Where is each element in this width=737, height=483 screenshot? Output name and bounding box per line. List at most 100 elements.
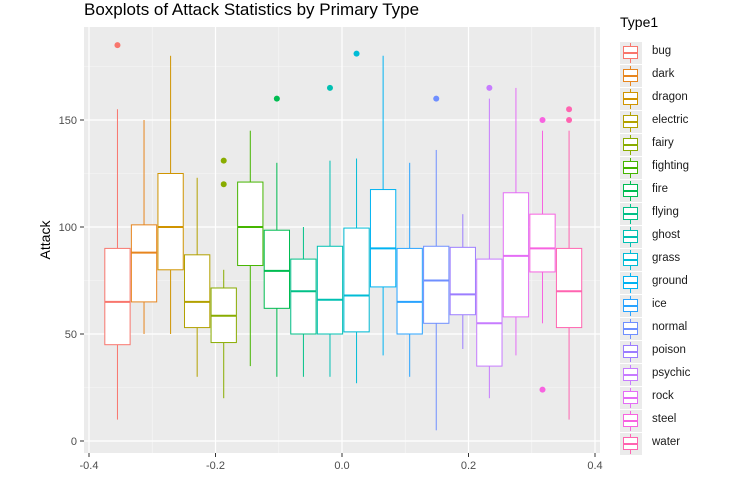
box-ghost	[316, 245, 344, 335]
outlier-point	[433, 95, 440, 102]
legend: bug dark dragon electric fairy fighting fire fl…	[620, 42, 732, 456]
legend-key-electric	[620, 111, 642, 133]
legend-whisker	[630, 66, 631, 69]
outlier-point	[566, 117, 573, 123]
legend-item-fire: fire	[620, 180, 732, 203]
legend-whisker	[630, 266, 631, 270]
legend-item-fighting: fighting	[620, 157, 732, 180]
legend-whisker	[630, 250, 631, 253]
legend-whisker	[630, 335, 631, 339]
legend-key-normal	[620, 318, 642, 340]
legend-whisker	[630, 197, 631, 201]
legend-label: ghost	[652, 229, 681, 241]
outlier-point	[539, 386, 546, 393]
y-tick-label: 0	[71, 436, 77, 448]
legend-whisker	[630, 296, 631, 299]
legend-whisker	[630, 220, 631, 224]
legend-item-ground: ground	[620, 272, 732, 295]
box-bug	[104, 247, 131, 346]
legend-label: dragon	[652, 91, 688, 103]
legend-label: fairy	[652, 137, 674, 149]
legend-whisker	[630, 289, 631, 293]
box-poison	[449, 246, 476, 316]
legend-key-fire	[620, 180, 642, 202]
legend-key-rock	[620, 387, 642, 409]
legend-label: rock	[652, 390, 674, 402]
legend-median	[623, 75, 638, 77]
legend-key-grass	[620, 249, 642, 271]
outlier-point	[539, 117, 546, 123]
legend-key-dark	[620, 65, 642, 87]
legend-item-ice: ice	[620, 295, 732, 318]
legend-key-steel	[620, 410, 642, 432]
legend-whisker	[630, 59, 631, 63]
legend-median	[623, 259, 638, 261]
legend-key-fighting	[620, 157, 642, 179]
legend-whisker	[630, 204, 631, 207]
box-steel	[529, 213, 556, 273]
y-tick-label: 50	[65, 329, 77, 341]
legend-whisker	[630, 243, 631, 247]
legend-key-dragon	[620, 88, 642, 110]
legend-whisker	[630, 365, 631, 368]
legend-whisker	[630, 388, 631, 391]
legend-label: bug	[652, 45, 672, 57]
outlier-point	[273, 95, 280, 102]
y-axis-label: Attack	[37, 220, 53, 260]
legend-whisker	[630, 273, 631, 276]
outlier-point	[326, 84, 333, 91]
legend-item-poison: poison	[620, 341, 732, 364]
legend-item-ghost: ghost	[620, 226, 732, 249]
box-normal	[423, 245, 450, 324]
box-water	[555, 247, 583, 329]
legend-whisker	[630, 135, 631, 138]
legend-whisker	[630, 112, 631, 115]
legend-median	[623, 190, 638, 192]
legend-median	[623, 282, 638, 284]
legend-item-electric: electric	[620, 111, 732, 134]
legend-whisker	[630, 105, 631, 109]
box-fighting	[237, 181, 264, 267]
legend-whisker	[630, 181, 631, 184]
legend-item-normal: normal	[620, 318, 732, 341]
legend-label: water	[652, 436, 681, 448]
legend-median	[623, 443, 638, 445]
outlier-point	[114, 42, 121, 49]
legend-whisker	[630, 43, 631, 46]
legend-whisker	[630, 151, 631, 155]
legend-key-flying	[620, 203, 642, 225]
legend-key-ghost	[620, 226, 642, 248]
legend-whisker	[630, 312, 631, 316]
legend-item-bug: bug	[620, 42, 732, 65]
x-tick-label: -0.2	[206, 460, 225, 472]
box-electric	[184, 254, 211, 329]
legend-median	[623, 374, 638, 376]
legend-label: psychic	[652, 367, 691, 379]
legend-whisker	[630, 434, 631, 437]
legend-whisker	[630, 319, 631, 322]
legend-label: electric	[652, 114, 689, 126]
legend-item-dragon: dragon	[620, 88, 732, 111]
legend-median	[623, 144, 638, 146]
legend-key-water	[620, 433, 642, 455]
legend-item-grass: grass	[620, 249, 732, 272]
legend-whisker	[630, 82, 631, 86]
legend-key-bug	[620, 42, 642, 64]
legend-median	[623, 213, 638, 215]
box-rock	[502, 192, 530, 318]
outlier-point	[486, 84, 493, 91]
legend-label: normal	[652, 321, 688, 333]
x-tick-label: -0.4	[80, 460, 99, 472]
legend-whisker	[630, 381, 631, 385]
box-ice	[396, 247, 423, 335]
legend-item-dark: dark	[620, 65, 732, 88]
legend-item-psychic: psychic	[620, 364, 732, 387]
legend-label: fire	[652, 183, 668, 195]
x-tick-label: 0.4	[587, 460, 602, 472]
legend-whisker	[630, 227, 631, 230]
legend-key-psychic	[620, 364, 642, 386]
legend-whisker	[630, 158, 631, 161]
legend-label: grass	[652, 252, 681, 264]
